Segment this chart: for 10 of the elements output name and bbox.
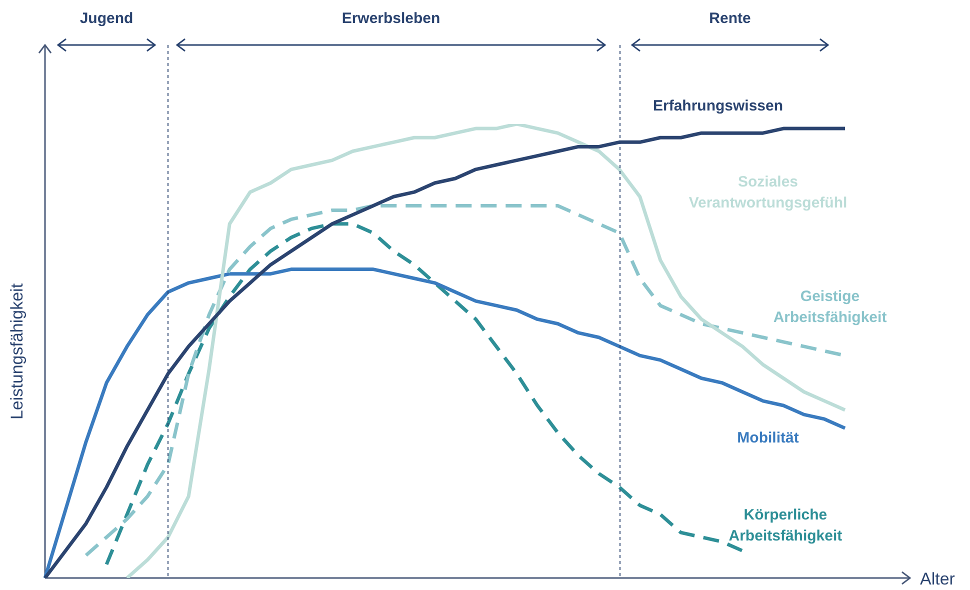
y-axis-title: Leistungsfähigkeit bbox=[8, 283, 27, 420]
text: Erwerbsleben bbox=[342, 10, 440, 27]
series-label: Erfahrungswissen bbox=[652, 98, 784, 115]
x-axis-title: Alter bbox=[920, 570, 956, 589]
series-label: Körperliche Arbeitsfähigkeit bbox=[728, 506, 842, 544]
text: Jugend bbox=[80, 10, 134, 27]
text: Soziales Verantwortungsgefühl bbox=[688, 174, 848, 212]
text: Rente bbox=[709, 10, 751, 27]
series-label: Geistige Arbeitsfähigkeit bbox=[773, 288, 887, 326]
series-label: Mobilität bbox=[737, 429, 799, 446]
